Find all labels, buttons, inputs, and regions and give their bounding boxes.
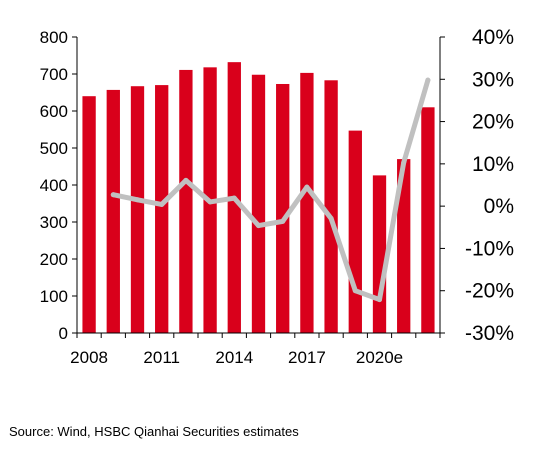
right-tick-label: 20% <box>472 111 514 134</box>
right-tick-label: 10% <box>472 153 514 176</box>
x-tick-label: 2011 <box>143 348 180 367</box>
line-point-2009 <box>110 192 116 198</box>
left-tick-label: 300 <box>40 213 68 232</box>
x-tick-label: 2014 <box>215 348 253 367</box>
line-point-2021e <box>401 160 407 166</box>
bar-2017 <box>300 72 314 333</box>
bar-2015 <box>251 74 266 334</box>
line-point-2016 <box>280 218 286 224</box>
bar-2009 <box>106 89 120 333</box>
bar-2016 <box>276 83 290 334</box>
right-tick-label: 0% <box>484 195 514 218</box>
x-tick-label: 2008 <box>70 348 108 367</box>
bar-2018 <box>324 80 338 333</box>
line-point-2014 <box>231 195 237 201</box>
bar-2008 <box>82 96 96 333</box>
x-tick-label: 2020e <box>356 348 403 367</box>
x-tick-label: 2017 <box>288 348 326 367</box>
left-tick-label: 500 <box>40 139 68 158</box>
line-point-2011 <box>159 201 165 207</box>
right-tick-label: -20% <box>465 280 514 303</box>
right-tick-label: 30% <box>472 68 514 91</box>
source-note: Source: Wind, HSBC Qianhai Securities es… <box>9 424 299 439</box>
right-tick-label: -10% <box>465 237 514 260</box>
left-tick-label: 200 <box>40 250 68 269</box>
x-axis-ticks: 2008 2011 2014 2017 2020e <box>70 333 441 367</box>
left-tick-label: 700 <box>40 65 68 84</box>
line-series <box>110 77 431 303</box>
bar-2012 <box>179 69 193 334</box>
right-axis-ticks: -30% -20% -10% 0% 10% 20% 30% 40% <box>440 26 514 345</box>
line-point-2012 <box>183 177 189 183</box>
bar-2022e <box>421 107 435 333</box>
line-point-2020e <box>377 297 382 303</box>
left-tick-label: 100 <box>40 287 68 306</box>
left-tick-label: 600 <box>40 102 68 121</box>
line-point-2018 <box>328 215 334 221</box>
line-point-2017 <box>304 184 310 190</box>
bar-2019 <box>348 130 362 333</box>
line-point-2010 <box>135 197 140 203</box>
right-tick-label: -30% <box>465 322 514 345</box>
chart: 0 100 200 300 400 500 600 700 800 -30% -20% -10% 0%… <box>40 26 514 367</box>
left-axis-ticks: 0 100 200 300 400 500 600 700 800 <box>40 28 77 343</box>
right-tick-label: 40% <box>472 26 514 49</box>
bar-2021e <box>397 159 411 333</box>
left-tick-label: 400 <box>40 176 68 195</box>
bar-2020e <box>372 175 387 333</box>
left-tick-label: 800 <box>40 28 68 47</box>
line-point-2013 <box>207 199 213 205</box>
bar-2011 <box>155 85 169 333</box>
bar-2010 <box>130 86 145 334</box>
line-point-2019 <box>352 288 358 294</box>
line-point-2022e <box>425 77 431 83</box>
left-tick-label: 0 <box>59 324 68 343</box>
growth-line <box>110 77 431 303</box>
line-point-2015 <box>256 223 261 229</box>
